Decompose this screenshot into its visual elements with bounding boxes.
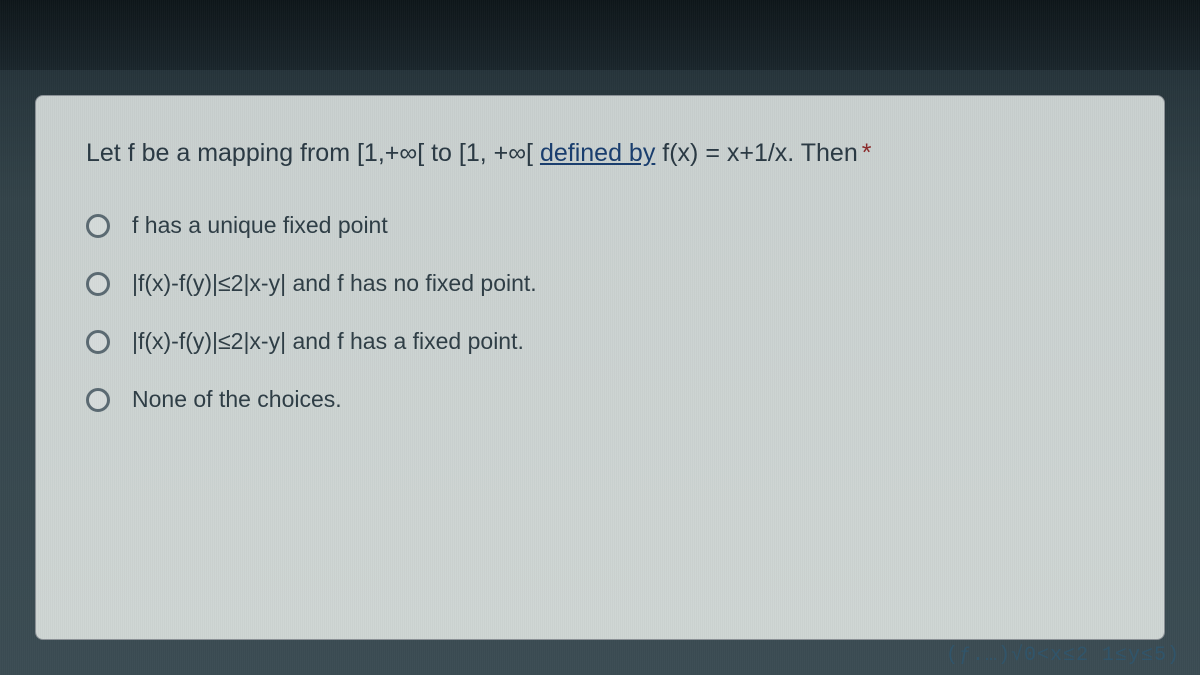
- question-suffix: f(x) = x+1/x. Then: [655, 139, 857, 167]
- radio-icon[interactable]: [86, 272, 110, 296]
- question-prefix: Let f be a mapping from [1,+∞[ to [1, +∞…: [86, 139, 540, 167]
- option-label: f has a unique fixed point: [132, 211, 388, 241]
- question-link-part: defined by: [540, 139, 655, 167]
- screen: Let f be a mapping from [1,+∞[ to [1, +∞…: [0, 0, 1200, 675]
- question-text: Let f be a mapping from [1,+∞[ to [1, +∞…: [86, 136, 1114, 171]
- option-label: |f(x)-f(y)|≤2|x-y| and f has no fixed po…: [132, 269, 537, 299]
- required-marker: *: [862, 139, 872, 167]
- radio-icon[interactable]: [86, 388, 110, 412]
- option-row[interactable]: |f(x)-f(y)|≤2|x-y| and f has no fixed po…: [86, 269, 1114, 299]
- radio-icon[interactable]: [86, 214, 110, 238]
- question-card: Let f be a mapping from [1,+∞[ to [1, +∞…: [35, 95, 1165, 640]
- option-row[interactable]: |f(x)-f(y)|≤2|x-y| and f has a fixed poi…: [86, 327, 1114, 357]
- watermark-text: (ƒ.…)√0<x≤2 1≤y≤5): [946, 644, 1180, 667]
- option-row[interactable]: f has a unique fixed point: [86, 211, 1114, 241]
- radio-icon[interactable]: [86, 330, 110, 354]
- top-bar: [0, 0, 1200, 70]
- option-row[interactable]: None of the choices.: [86, 385, 1114, 415]
- option-label: |f(x)-f(y)|≤2|x-y| and f has a fixed poi…: [132, 327, 524, 357]
- option-label: None of the choices.: [132, 385, 342, 415]
